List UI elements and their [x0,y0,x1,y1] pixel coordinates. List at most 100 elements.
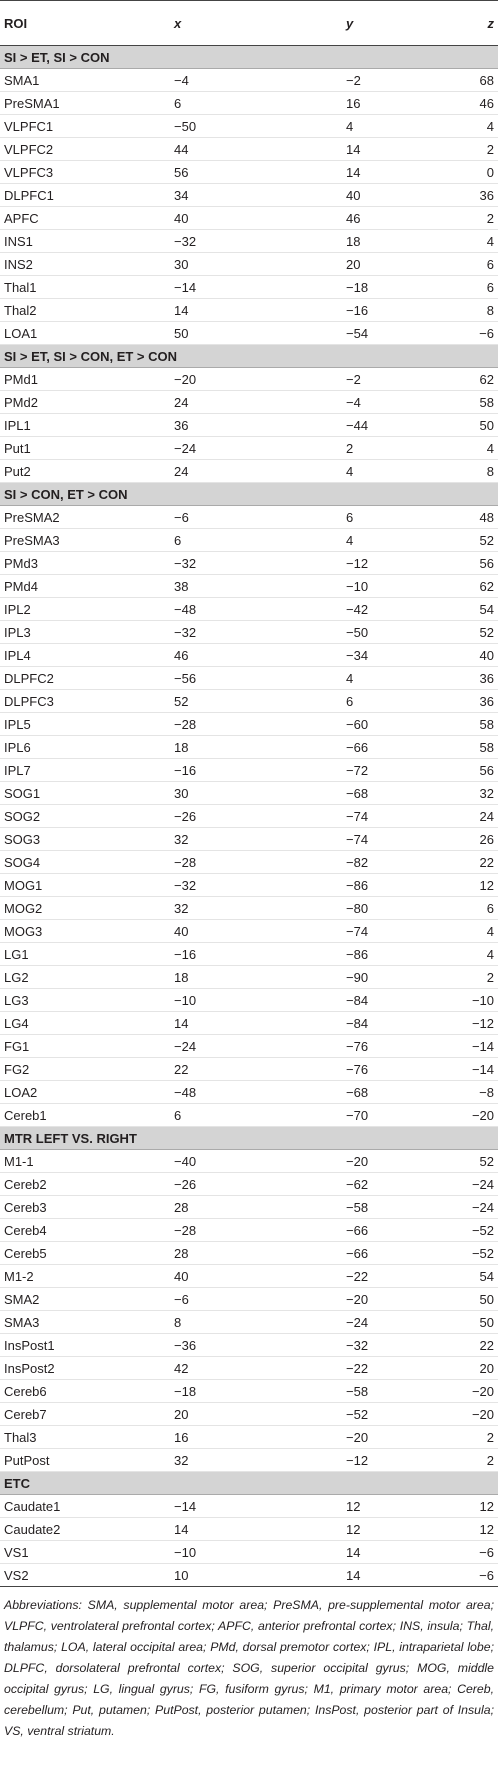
x-cell: 32 [170,1448,342,1472]
z-cell: 4 [450,229,498,253]
footnote: Abbreviations: SMA, supplemental motor a… [4,1598,494,1738]
y-cell: −12 [342,1448,450,1472]
data-row: Cereb4 −28 −66 −52 [0,1218,498,1242]
roi-cell: PreSMA3 [0,528,170,552]
z-cell: 36 [450,689,498,713]
roi-cell: Thal3 [0,1425,170,1449]
z-cell: 4 [450,114,498,138]
x-cell: 8 [170,1310,342,1334]
x-cell: −18 [170,1379,342,1403]
z-cell: 8 [450,459,498,483]
roi-cell: IPL1 [0,413,170,437]
roi-cell: VLPFC2 [0,137,170,161]
roi-cell: IPL2 [0,597,170,621]
section-title: SI > CON, ET > CON [0,482,498,506]
y-cell: −54 [342,321,450,345]
data-row: INS2 30 20 6 [0,252,498,276]
data-row: MOG3 40 −74 4 [0,919,498,943]
y-cell: −80 [342,896,450,920]
y-cell: −12 [342,551,450,575]
roi-cell: PreSMA2 [0,505,170,529]
roi-cell: DLPFC2 [0,666,170,690]
data-row: Thal2 14 −16 8 [0,298,498,322]
z-cell: −20 [450,1103,498,1127]
y-cell: −58 [342,1379,450,1403]
y-cell: −86 [342,873,450,897]
y-cell: −76 [342,1034,450,1058]
data-row: Cereb1 6 −70 −20 [0,1103,498,1127]
data-row: LG1 −16 −86 4 [0,942,498,966]
data-row: M1-1 −40 −20 52 [0,1149,498,1173]
header-row: ROI x y z [0,0,498,46]
data-row: MOG1 −32 −86 12 [0,873,498,897]
roi-cell: M1-2 [0,1264,170,1288]
z-cell: 52 [450,528,498,552]
x-cell: 32 [170,827,342,851]
y-cell: −76 [342,1057,450,1081]
x-cell: −28 [170,1218,342,1242]
data-row: FG2 22 −76 −14 [0,1057,498,1081]
y-cell: 14 [342,1563,450,1587]
roi-cell: APFC [0,206,170,230]
data-row: Thal1 −14 −18 6 [0,275,498,299]
roi-cell: LG1 [0,942,170,966]
data-row: VLPFC3 56 14 0 [0,160,498,184]
roi-cell: Caudate2 [0,1517,170,1541]
roi-cell: M1-1 [0,1149,170,1173]
data-row: IPL6 18 −66 58 [0,735,498,759]
roi-cell: VS1 [0,1540,170,1564]
section-row: SI > ET, SI > CON [0,45,498,69]
z-cell: 26 [450,827,498,851]
data-row: Cereb5 28 −66 −52 [0,1241,498,1265]
x-cell: 16 [170,1425,342,1449]
x-cell: 28 [170,1195,342,1219]
roi-cell: PMd4 [0,574,170,598]
data-row: Caudate2 14 12 12 [0,1517,498,1541]
data-row: SMA2 −6 −20 50 [0,1287,498,1311]
y-cell: 40 [342,183,450,207]
roi-cell: INS1 [0,229,170,253]
roi-cell: Cereb7 [0,1402,170,1426]
section-title: SI > ET, SI > CON, ET > CON [0,344,498,368]
roi-cell: InsPost1 [0,1333,170,1357]
x-cell: 30 [170,781,342,805]
y-cell: −82 [342,850,450,874]
z-cell: 24 [450,804,498,828]
data-row: IPL4 46 −34 40 [0,643,498,667]
z-cell: −52 [450,1218,498,1242]
y-cell: −70 [342,1103,450,1127]
y-cell: 12 [342,1517,450,1541]
roi-cell: Cereb1 [0,1103,170,1127]
z-cell: 62 [450,367,498,391]
table-header: ROI x y z [0,0,498,46]
z-cell: 2 [450,206,498,230]
y-cell: −20 [342,1287,450,1311]
roi-cell: InsPost2 [0,1356,170,1380]
roi-cell: SOG2 [0,804,170,828]
roi-cell: IPL4 [0,643,170,667]
z-cell: 56 [450,551,498,575]
y-cell: 20 [342,252,450,276]
z-cell: −12 [450,1011,498,1035]
data-row: PMd4 38 −10 62 [0,574,498,598]
y-cell: 4 [342,459,450,483]
roi-cell: PutPost [0,1448,170,1472]
x-cell: −32 [170,551,342,575]
data-row: IPL7 −16 −72 56 [0,758,498,782]
data-row: Cereb3 28 −58 −24 [0,1195,498,1219]
z-cell: 50 [450,413,498,437]
roi-cell: VLPFC1 [0,114,170,138]
z-cell: 58 [450,712,498,736]
x-cell: −36 [170,1333,342,1357]
z-cell: −6 [450,321,498,345]
x-cell: 6 [170,528,342,552]
z-cell: −14 [450,1034,498,1058]
roi-cell: VLPFC3 [0,160,170,184]
roi-cell: SMA1 [0,68,170,92]
x-cell: 24 [170,459,342,483]
z-cell: −14 [450,1057,498,1081]
z-cell: 52 [450,620,498,644]
data-row: Cereb2 −26 −62 −24 [0,1172,498,1196]
roi-cell: SMA2 [0,1287,170,1311]
x-cell: 52 [170,689,342,713]
